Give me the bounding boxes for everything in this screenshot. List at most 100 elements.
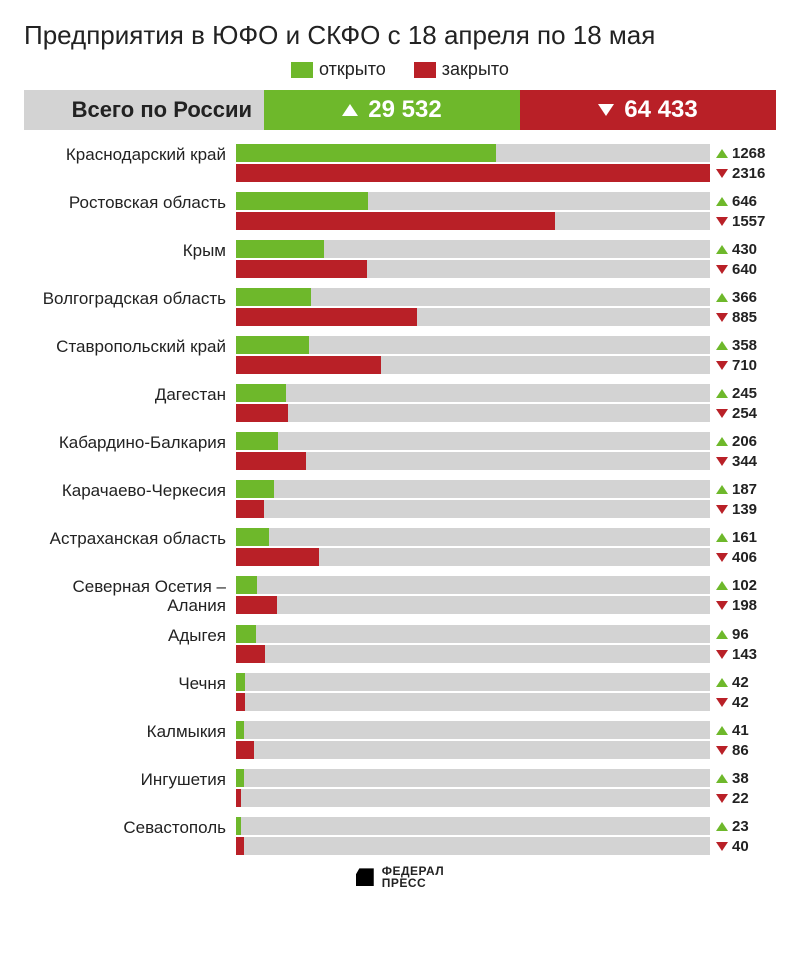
bar-track xyxy=(236,384,710,402)
region-label: Карачаево-Черкесия xyxy=(24,480,236,518)
triangle-down-icon xyxy=(716,217,728,226)
bar-track xyxy=(236,528,710,546)
triangle-down-icon xyxy=(716,842,728,851)
triangle-up-icon xyxy=(716,437,728,446)
region-row: Карачаево-Черкесия 187 139 xyxy=(24,480,776,518)
triangle-up-icon xyxy=(716,293,728,302)
legend: открыто закрыто xyxy=(24,59,776,80)
open-value-cell: 96 xyxy=(710,626,776,643)
footer-text: ФЕДЕРАЛ ПРЕСС xyxy=(382,865,444,889)
bar-closed-line: 2316 xyxy=(236,164,776,182)
open-value: 102 xyxy=(732,577,757,594)
region-row: Крым430640 xyxy=(24,240,776,278)
bar-closed-line: 22 xyxy=(236,789,776,807)
bar-track xyxy=(236,625,710,643)
triangle-down-icon xyxy=(716,265,728,274)
legend-open-label: открыто xyxy=(319,59,386,80)
bar-open-fill xyxy=(236,144,496,162)
triangle-down-icon xyxy=(716,169,728,178)
open-value: 358 xyxy=(732,337,757,354)
bar-open-fill xyxy=(236,192,368,210)
closed-value-cell: 22 xyxy=(710,790,776,807)
open-value-cell: 42 xyxy=(710,674,776,691)
closed-value: 406 xyxy=(732,549,757,566)
bar-track xyxy=(236,837,710,855)
open-value: 161 xyxy=(732,529,757,546)
bar-closed-line: 254 xyxy=(236,404,776,422)
region-bars: 161406 xyxy=(236,528,776,566)
region-bars: 102198 xyxy=(236,576,776,615)
bar-open-fill xyxy=(236,673,245,691)
open-value: 38 xyxy=(732,770,749,787)
region-row: Чечня4242 xyxy=(24,673,776,711)
bar-closed-fill xyxy=(236,837,244,855)
triangle-up-icon xyxy=(716,533,728,542)
bar-closed-fill xyxy=(236,260,367,278)
triangle-up-icon xyxy=(716,197,728,206)
bar-track xyxy=(236,260,710,278)
legend-open: открыто xyxy=(291,59,386,80)
region-label: Краснодарский край xyxy=(24,144,236,182)
totals-closed: 64 433 xyxy=(520,90,776,130)
chart-title: Предприятия в ЮФО и СКФО с 18 апреля по … xyxy=(24,20,776,51)
bar-track xyxy=(236,404,710,422)
triangle-up-icon xyxy=(716,581,728,590)
totals-open: 29 532 xyxy=(264,90,520,130)
bar-closed-line: 139 xyxy=(236,500,776,518)
closed-value-cell: 40 xyxy=(710,838,776,855)
bar-open-line: 358 xyxy=(236,336,776,354)
open-value: 23 xyxy=(732,818,749,835)
open-value-cell: 41 xyxy=(710,722,776,739)
bar-track xyxy=(236,192,710,210)
region-row: Волгоградская область366885 xyxy=(24,288,776,326)
closed-value-cell: 2316 xyxy=(710,165,776,182)
region-label: Волгоградская область xyxy=(24,288,236,326)
bar-open-line: 187 xyxy=(236,480,776,498)
bar-open-line: 245 xyxy=(236,384,776,402)
bar-track xyxy=(236,817,710,835)
region-row: Адыгея96143 xyxy=(24,625,776,663)
bar-closed-fill xyxy=(236,356,381,374)
bar-open-line: 161 xyxy=(236,528,776,546)
region-row: Ростовская область6461557 xyxy=(24,192,776,230)
open-value: 366 xyxy=(732,289,757,306)
closed-value: 710 xyxy=(732,357,757,374)
region-label: Ставропольский край xyxy=(24,336,236,374)
region-label: Крым xyxy=(24,240,236,278)
open-value: 206 xyxy=(732,433,757,450)
closed-value-cell: 198 xyxy=(710,597,776,614)
footer-credit: ФЕДЕРАЛ ПРЕСС xyxy=(24,865,776,889)
open-value-cell: 187 xyxy=(710,481,776,498)
bar-closed-fill xyxy=(236,404,288,422)
bar-track xyxy=(236,432,710,450)
bar-closed-fill xyxy=(236,500,264,518)
bar-closed-line: 344 xyxy=(236,452,776,470)
closed-value-cell: 406 xyxy=(710,549,776,566)
legend-open-swatch xyxy=(291,62,313,78)
closed-value-cell: 86 xyxy=(710,742,776,759)
open-value-cell: 102 xyxy=(710,577,776,594)
bar-track xyxy=(236,240,710,258)
closed-value-cell: 254 xyxy=(710,405,776,422)
bar-track xyxy=(236,452,710,470)
bar-track xyxy=(236,645,710,663)
region-row: Астраханская область161406 xyxy=(24,528,776,566)
region-row: Краснодарский край12682316 xyxy=(24,144,776,182)
open-value-cell: 358 xyxy=(710,337,776,354)
closed-value: 40 xyxy=(732,838,749,855)
bar-open-fill xyxy=(236,432,278,450)
triangle-down-icon xyxy=(716,746,728,755)
bar-open-line: 646 xyxy=(236,192,776,210)
region-label: Астраханская область xyxy=(24,528,236,566)
open-value-cell: 430 xyxy=(710,241,776,258)
bar-track xyxy=(236,288,710,306)
triangle-up-icon xyxy=(716,774,728,783)
bar-track xyxy=(236,144,710,162)
triangle-up-icon xyxy=(716,341,728,350)
region-row: Кабардино-Балкария206344 xyxy=(24,432,776,470)
open-value-cell: 38 xyxy=(710,770,776,787)
region-label: Ингушетия xyxy=(24,769,236,807)
bar-track xyxy=(236,164,710,182)
bar-track xyxy=(236,308,710,326)
bar-closed-line: 1557 xyxy=(236,212,776,230)
